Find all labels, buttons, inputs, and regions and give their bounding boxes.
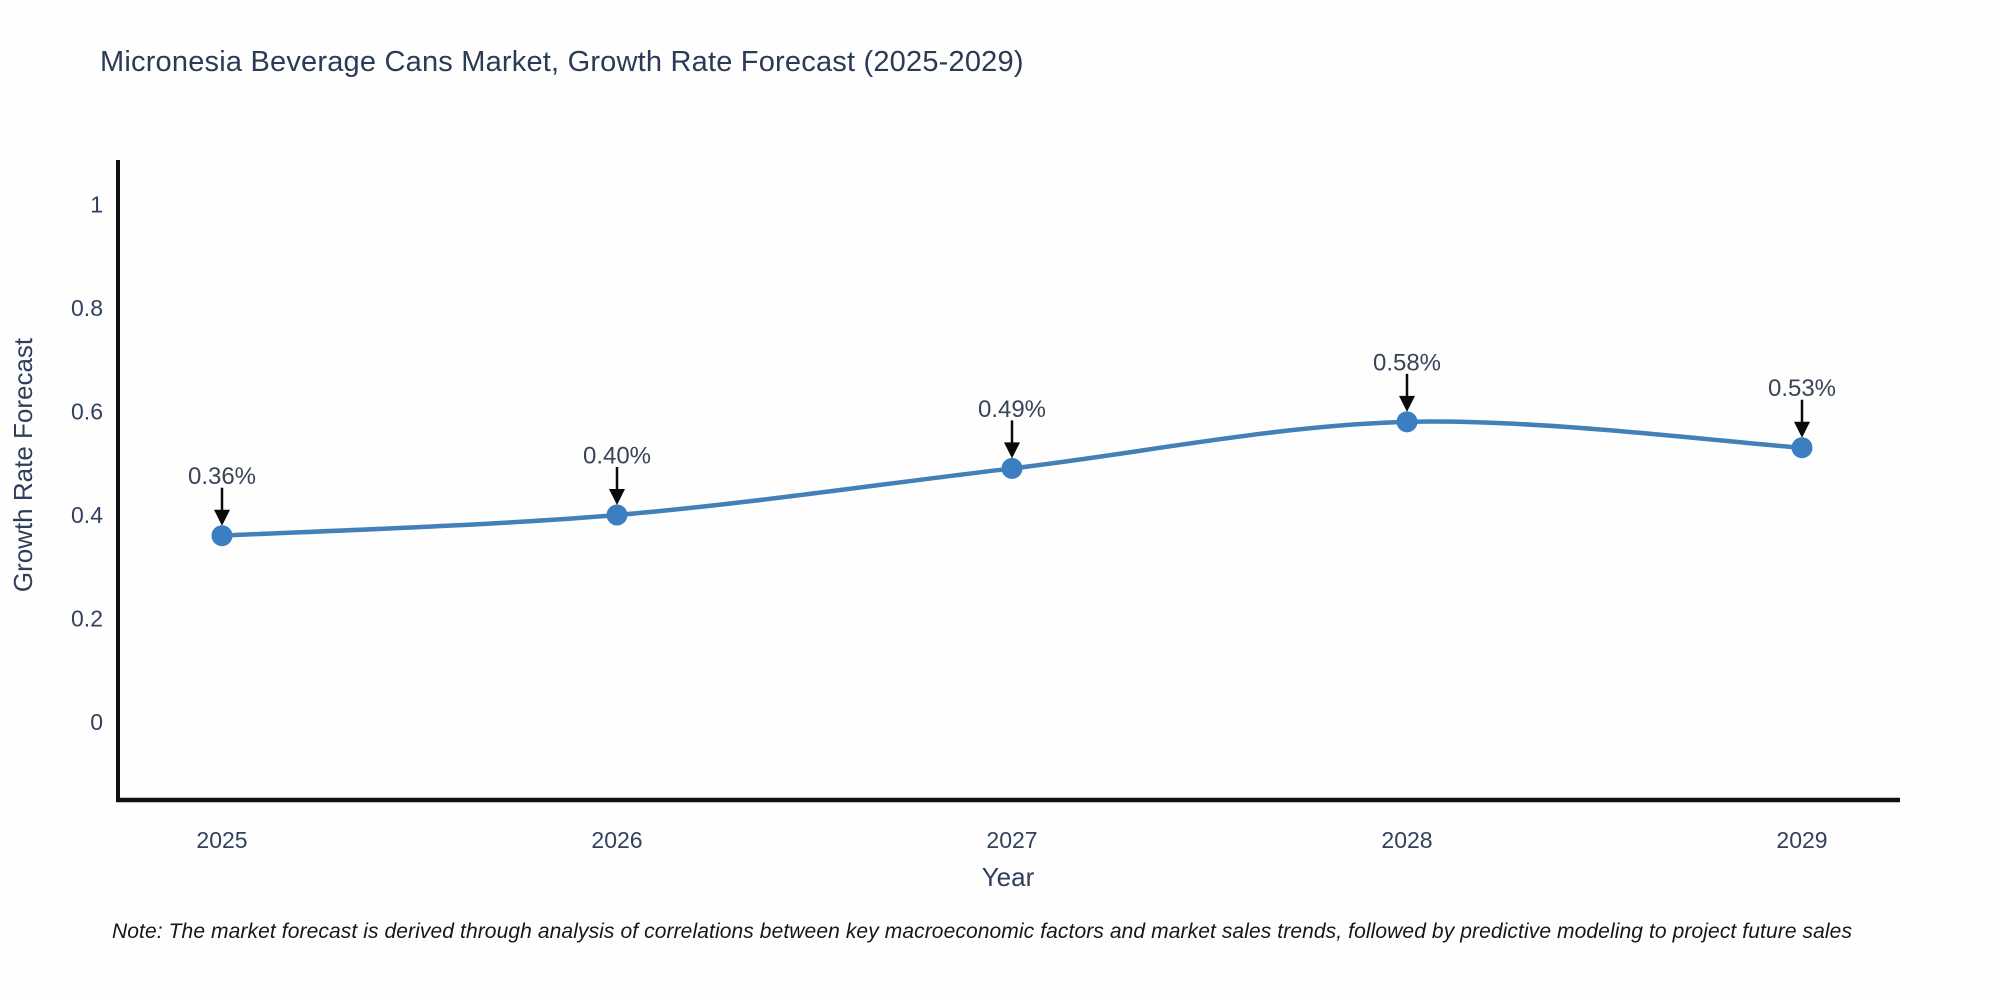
data-point-label: 0.53% [1768,375,1836,402]
annotation-arrow-head [1004,442,1020,459]
footnote-text: Note: The market forecast is derived thr… [112,920,1853,943]
annotation-arrow-head [609,489,625,505]
y-tick-label: 0 [90,709,103,735]
y-tick-label: 1 [90,192,103,218]
x-tick-label: 2025 [196,827,247,853]
x-tick-label: 2028 [1381,827,1432,853]
annotation-arrow-head [1399,395,1415,412]
data-point [211,525,233,547]
x-tick-label: 2029 [1776,827,1827,853]
data-point-label: 0.40% [583,443,651,470]
data-point [606,504,628,526]
y-tick-label: 0.4 [71,502,103,528]
data-point-label: 0.49% [978,396,1046,423]
data-point [1791,437,1813,459]
y-tick-label: 0.2 [71,606,103,632]
y-axis-label: Growth Rate Forecast [8,337,38,592]
data-point-label: 0.36% [188,463,256,490]
x-axis-label: Year [982,862,1035,892]
x-tick-label: 2026 [591,827,642,853]
data-point-label: 0.58% [1373,349,1441,376]
y-tick-label: 0.6 [71,399,103,425]
data-point [1001,457,1023,479]
chart-title: Micronesia Beverage Cans Market, Growth … [100,46,1024,78]
annotation-arrow-head [214,509,230,526]
annotation-arrow-head [1794,421,1810,438]
y-tick-label: 0.8 [71,295,103,321]
plot-area: 0 0.2 0.4 0.6 0.8 1 2025 2026 2027 2028 2029 0.36% 0… [71,160,1900,853]
data-point [1396,411,1418,433]
footnote: Note: The market forecast is derived thr… [112,920,2000,944]
x-tick-label: 2027 [986,827,1037,853]
